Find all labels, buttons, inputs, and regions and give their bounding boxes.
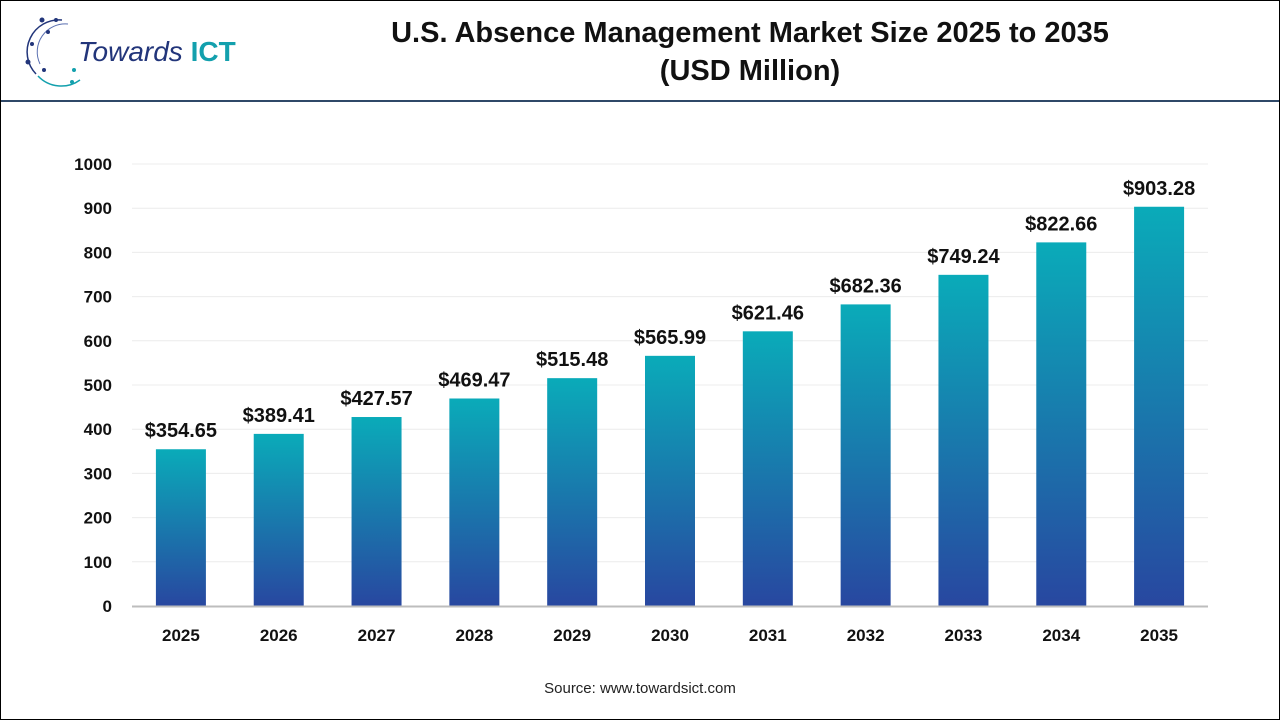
bar-2032 xyxy=(840,304,891,606)
data-label: $682.36 xyxy=(829,275,901,297)
logo-text-main: Towards xyxy=(78,36,183,67)
y-tick-label: 0 xyxy=(103,597,112,616)
bar-2029 xyxy=(547,378,598,606)
bar-2031 xyxy=(742,331,793,606)
data-label: $354.65 xyxy=(145,420,217,442)
x-tick-label: 2027 xyxy=(358,626,396,645)
data-label: $749.24 xyxy=(927,246,1000,268)
bar-2025 xyxy=(155,449,206,606)
bar-2027 xyxy=(351,417,402,606)
x-tick-label: 2028 xyxy=(455,626,493,645)
x-tick-label: 2032 xyxy=(847,626,885,645)
data-label: $389.41 xyxy=(243,405,315,427)
title-line-1: U.S. Absence Management Market Size 2025… xyxy=(391,17,1109,49)
data-label: $469.47 xyxy=(438,369,510,391)
data-label: $515.48 xyxy=(536,349,608,371)
y-tick-label: 700 xyxy=(84,288,112,307)
y-tick-label: 900 xyxy=(84,199,112,218)
chart-title: U.S. Absence Management Market Size 2025… xyxy=(300,14,1200,90)
data-label: $621.46 xyxy=(732,302,804,324)
logo: Towards ICT xyxy=(22,14,236,88)
data-label: $822.66 xyxy=(1025,213,1097,235)
y-tick-label: 300 xyxy=(84,464,112,483)
bar-2028 xyxy=(449,398,500,606)
bar-2030 xyxy=(645,355,695,606)
x-tick-label: 2030 xyxy=(651,626,689,645)
y-tick-label: 500 xyxy=(84,376,112,395)
bar-2035 xyxy=(1134,206,1185,606)
y-tick-label: 600 xyxy=(84,332,112,351)
data-label: $903.28 xyxy=(1123,178,1195,200)
y-tick-label: 100 xyxy=(84,553,112,572)
y-tick-label: 800 xyxy=(84,243,112,262)
bar-2033 xyxy=(938,274,989,606)
header-divider xyxy=(1,100,1279,102)
x-tick-label: 2026 xyxy=(260,626,298,645)
x-tick-label: 2035 xyxy=(1140,626,1178,645)
y-tick-label: 200 xyxy=(84,509,112,528)
source-note: Source: www.towardsict.com xyxy=(544,680,736,697)
x-tick-label: 2025 xyxy=(162,626,200,645)
y-tick-label: 400 xyxy=(84,420,112,439)
title-line-2: (USD Million) xyxy=(659,55,841,87)
data-label: $427.57 xyxy=(340,388,412,410)
x-tick-label: 2029 xyxy=(553,626,591,645)
bar-2034 xyxy=(1036,242,1087,606)
x-tick-label: 2033 xyxy=(945,626,983,645)
y-tick-label: 1000 xyxy=(74,155,112,174)
x-tick-label: 2031 xyxy=(749,626,787,645)
logo-text-accent: ICT xyxy=(190,36,236,67)
bar-2026 xyxy=(253,433,304,606)
data-label: $565.99 xyxy=(634,327,706,349)
x-tick-label: 2034 xyxy=(1042,626,1080,645)
logo-orbit-icon xyxy=(25,17,81,87)
